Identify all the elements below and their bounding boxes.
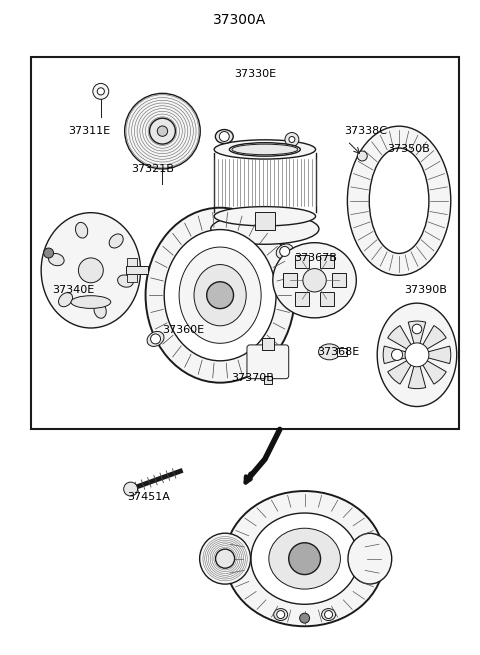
Circle shape [124, 482, 138, 496]
Ellipse shape [71, 295, 111, 309]
Ellipse shape [319, 344, 340, 360]
Text: 37311E: 37311E [68, 126, 110, 136]
Ellipse shape [273, 243, 356, 318]
Circle shape [324, 610, 333, 618]
Bar [320, 292, 334, 306]
Ellipse shape [251, 513, 358, 605]
Ellipse shape [269, 528, 340, 589]
Bar [320, 255, 334, 269]
Circle shape [151, 334, 160, 344]
Text: 37338C: 37338C [344, 126, 387, 136]
Bar [127, 274, 137, 282]
Ellipse shape [276, 244, 293, 259]
Ellipse shape [164, 229, 276, 361]
Circle shape [392, 349, 403, 360]
Ellipse shape [369, 148, 429, 253]
Wedge shape [388, 326, 417, 355]
Text: 37321B: 37321B [131, 164, 174, 174]
Bar [262, 338, 274, 350]
Ellipse shape [118, 275, 133, 287]
Ellipse shape [348, 533, 392, 584]
Circle shape [289, 136, 295, 143]
Circle shape [216, 549, 235, 568]
Ellipse shape [232, 144, 298, 155]
Ellipse shape [229, 143, 300, 156]
Circle shape [219, 132, 229, 141]
Wedge shape [408, 321, 426, 355]
Ellipse shape [274, 608, 288, 620]
Circle shape [285, 132, 299, 147]
Circle shape [303, 269, 326, 292]
Text: 37451A: 37451A [127, 492, 170, 502]
Text: 37300A: 37300A [214, 13, 266, 27]
Text: 37368E: 37368E [318, 347, 360, 357]
Ellipse shape [211, 214, 319, 244]
Circle shape [405, 343, 429, 367]
Bar [264, 376, 272, 384]
Wedge shape [417, 355, 446, 384]
Ellipse shape [214, 140, 315, 159]
Circle shape [125, 94, 200, 169]
Circle shape [200, 533, 251, 584]
Text: 37340E: 37340E [52, 285, 94, 295]
Text: 37370B: 37370B [231, 373, 275, 383]
Bar [283, 273, 297, 288]
Text: 37360E: 37360E [162, 325, 204, 335]
Circle shape [412, 324, 422, 334]
FancyBboxPatch shape [247, 345, 288, 379]
Circle shape [357, 151, 367, 161]
Ellipse shape [109, 234, 123, 248]
Circle shape [207, 282, 234, 309]
Ellipse shape [48, 253, 64, 266]
Wedge shape [388, 355, 417, 384]
Ellipse shape [75, 223, 88, 238]
Circle shape [150, 118, 175, 144]
Circle shape [300, 613, 310, 623]
Ellipse shape [225, 491, 384, 626]
Circle shape [288, 543, 321, 574]
Circle shape [97, 88, 104, 95]
Ellipse shape [145, 208, 295, 383]
Ellipse shape [216, 130, 233, 143]
Wedge shape [383, 346, 417, 364]
Ellipse shape [41, 213, 141, 328]
Ellipse shape [94, 303, 106, 318]
Bar [126, 267, 147, 274]
Circle shape [276, 610, 285, 618]
Wedge shape [408, 355, 426, 388]
Circle shape [93, 83, 109, 100]
Bar [337, 348, 348, 356]
Ellipse shape [179, 247, 261, 343]
Text: 37367B: 37367B [295, 253, 337, 263]
Bar [291, 290, 319, 300]
Circle shape [44, 248, 54, 258]
Ellipse shape [147, 331, 164, 346]
Ellipse shape [59, 293, 72, 307]
Circle shape [280, 246, 289, 256]
Ellipse shape [377, 303, 457, 407]
Ellipse shape [348, 126, 451, 275]
Ellipse shape [194, 265, 246, 326]
Bar [31, 56, 459, 430]
Ellipse shape [322, 608, 336, 620]
Circle shape [157, 126, 168, 136]
Bar [296, 255, 310, 269]
Wedge shape [417, 346, 451, 364]
Bar [332, 273, 346, 288]
Text: 37350B: 37350B [387, 144, 430, 154]
Bar [127, 259, 137, 267]
Bar [255, 212, 275, 230]
Text: 37330E: 37330E [234, 69, 276, 79]
Bar [296, 292, 310, 306]
Text: 37390B: 37390B [404, 285, 447, 295]
Circle shape [78, 258, 103, 283]
Wedge shape [417, 326, 446, 355]
Ellipse shape [214, 206, 315, 226]
